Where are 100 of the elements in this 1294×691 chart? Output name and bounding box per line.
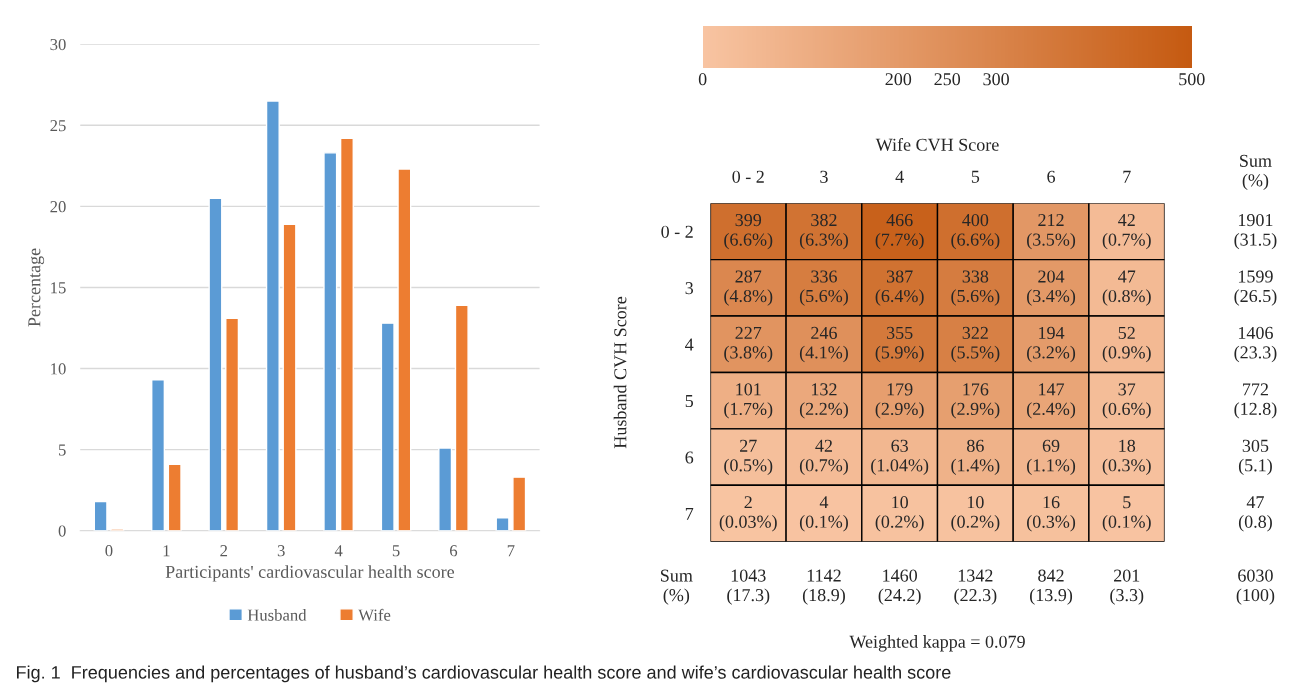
data-label: 194 (3.2%): [1027, 326, 1076, 363]
data-label: 322 (5.5%): [951, 326, 1000, 363]
data-label: 10 (0.2%): [875, 496, 924, 532]
bar: [323, 152, 338, 531]
bar: [167, 463, 182, 531]
bar: [282, 223, 297, 531]
y-tick-label: 0 - 2: [661, 225, 693, 238]
text: 1460 (24.2): [878, 569, 921, 605]
y-tick-label: 20: [50, 201, 66, 213]
data-label: 52 (0.9%): [1102, 326, 1151, 363]
bar: [397, 168, 412, 531]
y-tick-label: 6: [685, 451, 694, 464]
x-tick-label: 6: [450, 545, 458, 557]
data-label: 355 (5.9%): [875, 326, 924, 363]
color-bar-label: 300: [983, 73, 1009, 86]
x-tick-label: 5: [971, 170, 980, 183]
text: 1342 (22.3): [954, 569, 997, 605]
x-tick-label: 3: [277, 545, 285, 557]
data-label: 336 (5.6%): [799, 270, 848, 306]
bar: [454, 304, 469, 531]
data-label: 212 (3.5%): [1027, 214, 1076, 250]
y-axis-title: Husband CVH Score: [613, 296, 627, 449]
data-label: 18 (0.3%): [1102, 439, 1151, 476]
x-tick-label: 7: [507, 545, 515, 557]
data-label: 132 (2.2%): [799, 383, 848, 419]
data-label: 466 (7.7%): [875, 214, 924, 250]
data-label: 42 (0.7%): [1102, 214, 1151, 250]
x-tick-label: 1: [163, 545, 170, 557]
data-label: 10 (0.2%): [951, 496, 1000, 532]
y2-tick-label: 305 (5.1): [1238, 439, 1272, 476]
bar: [438, 447, 453, 531]
x-tick-label: 2: [220, 545, 228, 557]
data-label: 227 (3.8%): [724, 326, 773, 363]
x-tick-label: 3: [820, 170, 828, 183]
x-tick-label: 0: [105, 545, 113, 557]
y-axis-title: Percentage: [28, 248, 45, 327]
x-tick-label: 4: [334, 545, 343, 557]
data-label: 399 (6.6%): [724, 214, 773, 250]
bar: [93, 500, 108, 531]
data-label: 176 (2.9%): [951, 383, 1000, 419]
color-bar-label: 250: [934, 73, 961, 86]
color-bar-label: 200: [885, 73, 912, 86]
y2-tick-label: 47 (0.8): [1238, 496, 1272, 532]
bar: [151, 379, 166, 531]
data-label: 5 (0.1%): [1102, 496, 1151, 532]
color-bar-label: 500: [1179, 73, 1205, 86]
legend-label: Wife: [358, 608, 391, 621]
caption: Fig. 1 Frequencies and percentages of husband’s cardiovascular health score and wife’s cardiovascular health score: [17, 665, 951, 683]
data-label: 147 (2.4%): [1027, 383, 1076, 419]
data-label: 101 (1.7%): [724, 383, 773, 419]
text: 842 (13.9): [1030, 569, 1073, 605]
data-label: 2 (0.03%): [719, 496, 777, 532]
bar: [339, 137, 354, 531]
x-tick-label: 0 - 2: [732, 170, 764, 183]
data-label: 47 (0.8%): [1102, 270, 1151, 306]
data-label: 338 (5.6%): [951, 270, 1000, 306]
x-tick-label: 6: [1047, 170, 1056, 183]
data-label: 287 (4.8%): [724, 270, 773, 306]
y-tick-label: 5: [685, 395, 694, 408]
text: 201 (3.3): [1110, 569, 1144, 605]
color-bar-label: 0: [698, 73, 707, 86]
data-label: 63 (1.04%): [871, 439, 929, 476]
bar: [380, 322, 395, 531]
text: 1142 (18.9): [802, 569, 845, 605]
data-label: 86 (1.4%): [951, 439, 1000, 476]
y-tick-label: 25: [50, 120, 66, 132]
y-tick-label: 4: [685, 338, 694, 351]
legend-label: Husband: [247, 609, 307, 621]
y-tick-label: 3: [685, 282, 694, 295]
y-tick-label: 10: [51, 363, 66, 375]
y2-tick-label: 1406 (23.3): [1234, 326, 1277, 363]
y-tick-label: 0: [58, 525, 66, 537]
data-label: 27 (0.5%): [724, 439, 773, 476]
text: 1043 (17.3): [727, 569, 770, 605]
y2-tick-label: 1901 (31.5): [1234, 213, 1277, 250]
bar: [208, 197, 223, 531]
data-label: 4 (0.1%): [799, 496, 848, 532]
y2-tick-label: 772 (12.8): [1234, 383, 1277, 419]
data-label: 42 (0.7%): [799, 439, 848, 476]
y-tick-label: 15: [51, 282, 66, 294]
data-label: 204 (3.4%): [1027, 270, 1076, 306]
x-tick-label: 7: [1123, 170, 1131, 183]
data-label: 387 (6.4%): [875, 270, 924, 306]
x-tick-label: 4: [895, 170, 904, 183]
data-label: 382 (6.3%): [799, 213, 848, 250]
y-tick-label: 7: [685, 507, 694, 520]
data-label: 37 (0.6%): [1102, 383, 1151, 419]
data-label: 179 (2.9%): [875, 383, 924, 419]
bar: [495, 517, 510, 531]
bar: [265, 100, 280, 531]
x-tick-label: 5: [392, 545, 400, 557]
text: Weighted kappa = 0.079: [849, 635, 1025, 652]
x-axis-title: Wife CVH Score: [875, 137, 999, 151]
data-label: 69 (1.1%): [1027, 439, 1076, 476]
bar: [512, 476, 527, 531]
text: Sum (%): [1240, 154, 1272, 191]
x-axis-title: Participants' cardiovascular health score: [165, 565, 455, 582]
text: 6030 (100): [1236, 569, 1275, 605]
bar: [225, 317, 240, 531]
y-tick-label: 30: [50, 38, 66, 51]
